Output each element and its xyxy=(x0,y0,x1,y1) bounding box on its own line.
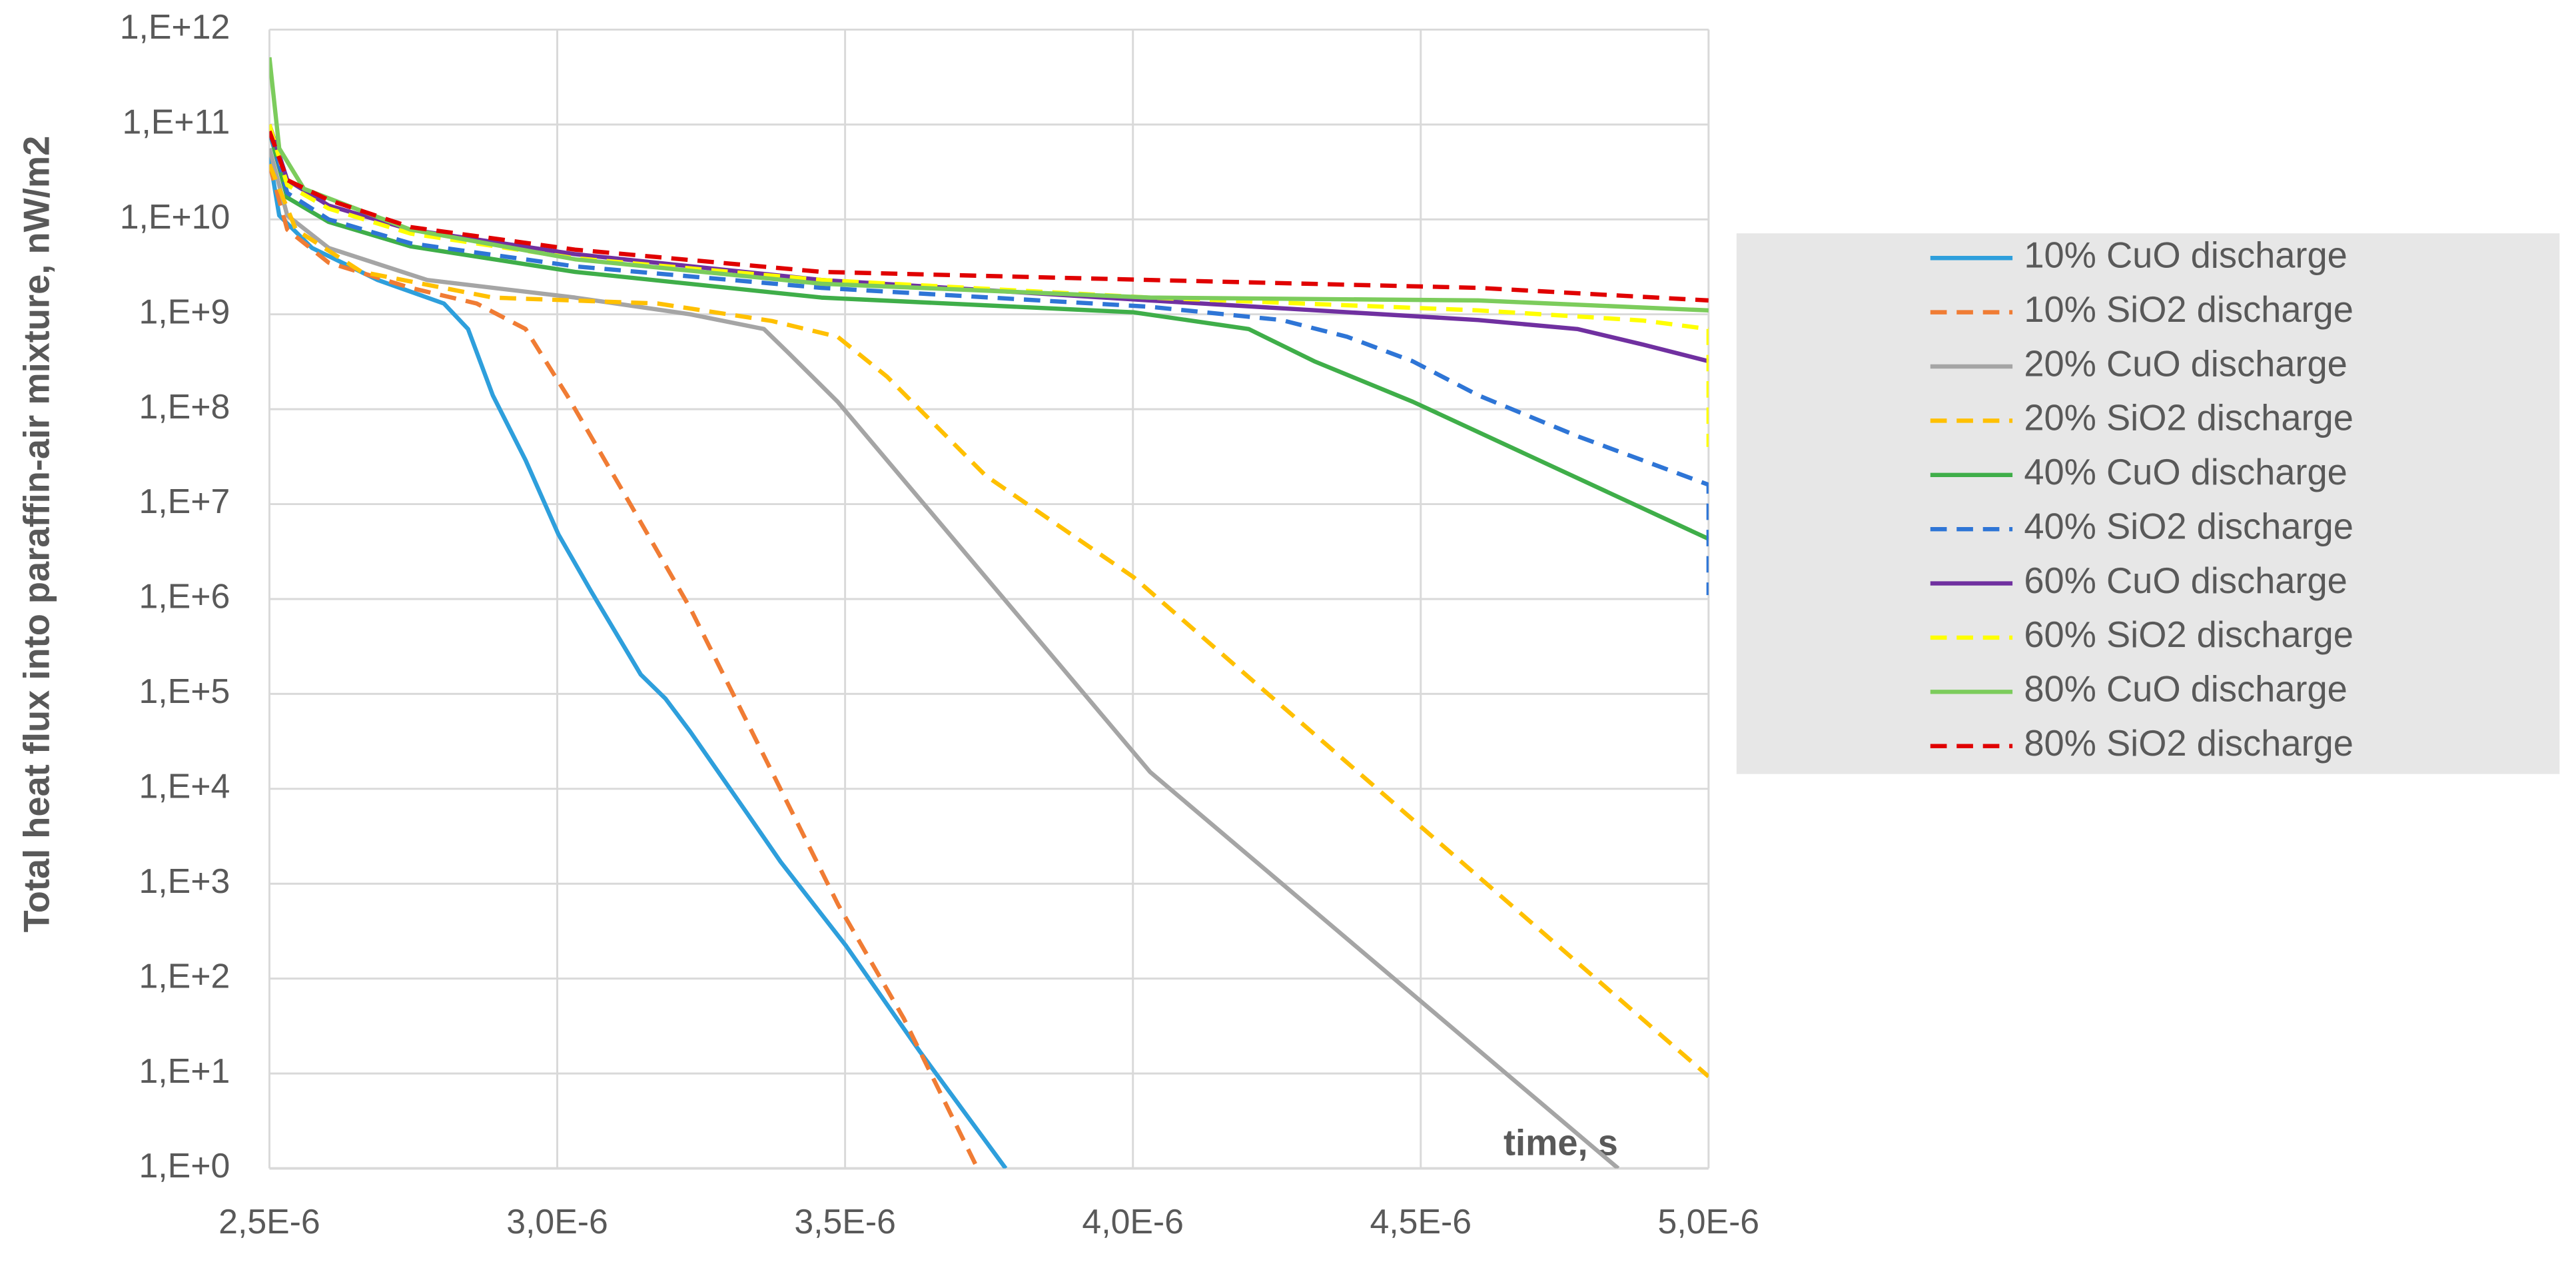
data-line xyxy=(269,130,1709,303)
y-tick-label: 1,E+8 xyxy=(139,387,230,426)
data-line xyxy=(269,123,1709,447)
legend-label: 60% SiO2 discharge xyxy=(2024,615,2354,655)
y-tick-label: 1,E+9 xyxy=(139,292,230,330)
y-tick-label: 1,E+1 xyxy=(139,1051,230,1090)
legend-label: 60% CuO discharge xyxy=(2024,561,2348,601)
plot-area xyxy=(269,57,1709,1169)
y-tick-label: 1,E+11 xyxy=(123,103,230,141)
data-line xyxy=(269,163,1709,1078)
x-tick-label: 3,5E-6 xyxy=(794,1202,896,1241)
data-line xyxy=(269,131,1709,541)
y-tick-label: 1,E+0 xyxy=(139,1146,230,1185)
legend-label: 10% SiO2 discharge xyxy=(2024,290,2354,330)
legend-label: 40% SiO2 discharge xyxy=(2024,506,2354,546)
legend-label: 20% SiO2 discharge xyxy=(2024,398,2354,438)
y-tick-label: 1,E+5 xyxy=(139,672,230,710)
legend-box xyxy=(1736,233,2560,774)
y-tick-label: 1,E+3 xyxy=(139,862,230,900)
x-tick-label: 3,0E-6 xyxy=(506,1202,608,1241)
legend-label: 80% SiO2 discharge xyxy=(2024,724,2354,764)
legend-label: 10% CuO discharge xyxy=(2024,236,2348,276)
data-line xyxy=(269,163,980,1169)
y-tick-label: 1,E+4 xyxy=(139,767,230,806)
x-tick-label: 2,5E-6 xyxy=(218,1202,320,1241)
x-axis-title: time, s xyxy=(1503,1123,1618,1163)
y-tick-label: 1,E+10 xyxy=(120,197,230,236)
data-line xyxy=(269,131,1709,596)
legend-label: 80% CuO discharge xyxy=(2024,670,2348,710)
legend-label: 40% CuO discharge xyxy=(2024,452,2348,492)
x-tick-label: 4,5E-6 xyxy=(1370,1202,1472,1241)
data-line xyxy=(269,57,1709,313)
y-axis-title: Total heat flux into paraffin-air mixtur… xyxy=(17,136,57,933)
y-tick-label: 1,E+12 xyxy=(120,7,230,46)
x-tick-label: 5,0E-6 xyxy=(1658,1202,1760,1241)
legend-label: 20% CuO discharge xyxy=(2024,344,2348,384)
data-line xyxy=(269,147,1620,1169)
y-tick-label: 1,E+2 xyxy=(139,956,230,995)
y-tick-label: 1,E+7 xyxy=(139,482,230,520)
y-tick-label: 1,E+6 xyxy=(139,577,230,616)
x-tick-label: 4,0E-6 xyxy=(1082,1202,1184,1241)
